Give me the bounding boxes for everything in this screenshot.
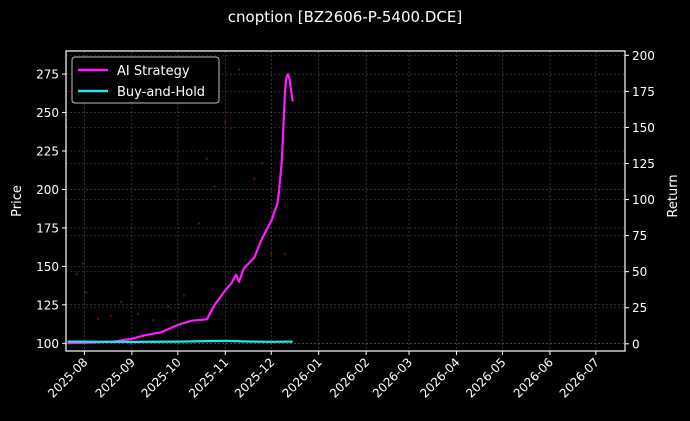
y2-tick-label: 175 — [632, 85, 655, 99]
legend-label-ai-strategy: AI Strategy — [117, 64, 190, 79]
y-axis-left: 100 125 150 175 200 225 250 275 — [36, 68, 66, 351]
price-marker — [96, 317, 100, 320]
price-marker — [253, 177, 256, 180]
chart-title: cnoption [BZ2606-P-5400.DCE] — [227, 8, 463, 26]
y2-tick-label: 75 — [632, 229, 647, 243]
x-tick-label: 2025-10 — [139, 355, 184, 400]
x-tick-label: 2025-09 — [93, 355, 138, 400]
y-tick-label: 250 — [36, 106, 59, 120]
x-tick-label: 2026-06 — [511, 355, 556, 400]
series-lines — [67, 72, 294, 345]
x-tick-label: 2025-12 — [232, 355, 277, 400]
grid-lines — [66, 51, 625, 351]
y2-tick-label: 0 — [632, 337, 640, 351]
x-tick-label: 2026-05 — [463, 355, 508, 400]
plot-frame — [65, 50, 626, 352]
x-tick-label: 2026-03 — [370, 355, 415, 400]
y-tick-label: 150 — [36, 260, 59, 274]
x-tick-label: 2025-11 — [186, 355, 231, 400]
price-marker — [182, 294, 186, 297]
legend: AI Strategy Buy-and-Hold — [71, 56, 220, 104]
y2-tick-label: 200 — [632, 49, 655, 63]
y-axis-right: 0 25 50 75 100 125 150 175 200 — [625, 49, 655, 351]
price-marker — [237, 68, 241, 71]
y2-axis-label: Return — [666, 174, 681, 217]
price-marker — [81, 262, 85, 265]
y-axis-label: Price — [10, 185, 25, 217]
price-marker — [119, 300, 123, 304]
y2-tick-label: 50 — [632, 265, 647, 279]
y2-tick-label: 150 — [632, 121, 655, 135]
legend-label-buy-and-hold: Buy-and-Hold — [117, 85, 205, 100]
x-tick-label: 2025-08 — [45, 355, 90, 400]
price-marker — [75, 272, 79, 276]
y2-tick-label: 100 — [632, 193, 655, 207]
price-marker — [213, 185, 216, 188]
price-marker — [269, 252, 273, 256]
price-marker — [205, 157, 209, 160]
series-line-ai-strategy — [67, 72, 294, 345]
x-axis: 2025-08 2025-09 2025-10 2025-11 2025-12 2026-… — [45, 351, 602, 401]
price-marker — [130, 283, 134, 287]
y-tick-label: 200 — [36, 183, 59, 197]
legend-box — [71, 56, 220, 104]
x-tick-label: 2026-02 — [327, 355, 372, 400]
y-tick-label: 125 — [36, 298, 59, 312]
y2-tick-label: 125 — [632, 157, 655, 171]
y2-tick-label: 25 — [632, 301, 647, 315]
series-line-buy-and-hold — [67, 339, 293, 343]
price-marker — [283, 252, 287, 256]
price-marker — [109, 314, 112, 317]
y-tick-label: 225 — [36, 145, 59, 159]
price-marker — [230, 126, 233, 130]
price-marker — [167, 305, 170, 308]
y-tick-label: 175 — [36, 221, 59, 235]
x-tick-label: 2026-07 — [557, 355, 602, 400]
price-markers — [75, 68, 287, 322]
price-marker — [197, 222, 201, 225]
price-marker — [260, 162, 264, 165]
price-marker — [223, 120, 227, 124]
y-tick-label: 100 — [36, 337, 59, 351]
y-tick-label: 275 — [36, 68, 59, 82]
price-marker — [151, 318, 155, 322]
x-tick-label: 2026-01 — [279, 355, 324, 400]
x-tick-label: 2026-04 — [417, 355, 462, 400]
price-marker — [84, 291, 88, 294]
price-marker — [136, 312, 140, 316]
